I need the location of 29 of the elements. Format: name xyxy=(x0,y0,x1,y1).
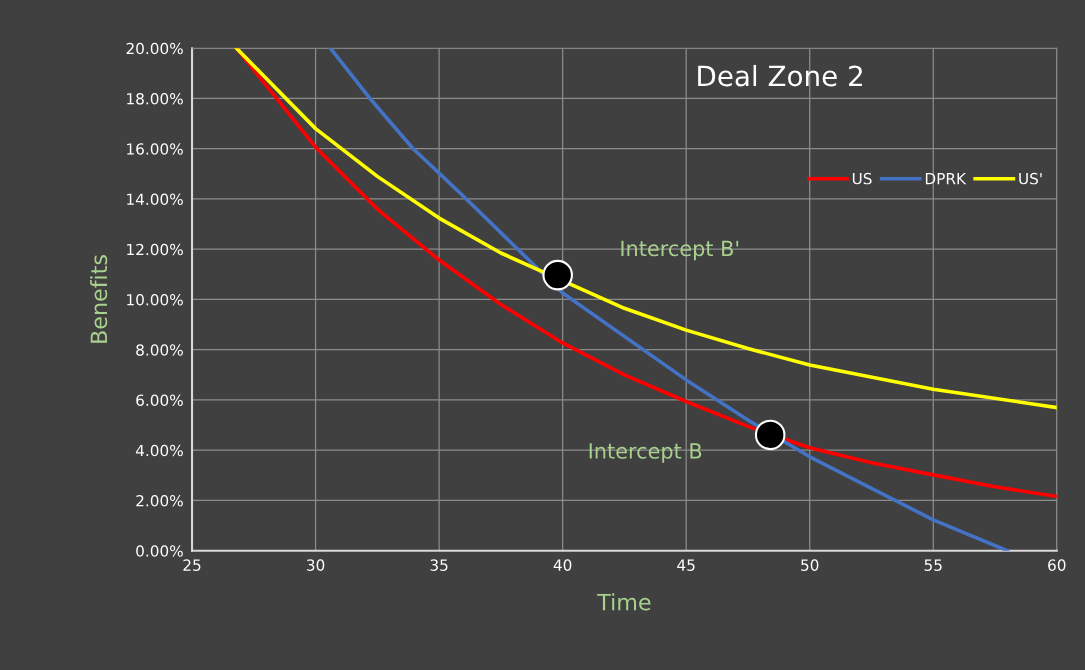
x-tick-label: 50 xyxy=(801,559,819,571)
y-tick-label: 14.00% xyxy=(127,193,183,206)
y-tick-label: 8.00% xyxy=(136,344,183,356)
y-axis-title: Benefits xyxy=(90,255,108,343)
y-tick-label: 0.00% xyxy=(136,545,183,557)
y-tick-label: 6.00% xyxy=(136,394,183,407)
x-tick-label: 55 xyxy=(924,559,942,571)
y-tick-label: 12.00% xyxy=(127,243,183,256)
legend-label: DPRK xyxy=(925,173,967,185)
x-tick-label: 30 xyxy=(307,559,325,571)
annotation: Intercept B' xyxy=(621,240,739,261)
y-tick-label: 20.00% xyxy=(126,42,183,55)
y-tick-label: 4.00% xyxy=(135,444,183,457)
y-tick-label: 16.00% xyxy=(127,143,183,155)
legend-label: US xyxy=(852,172,872,185)
line-series xyxy=(234,48,1057,410)
y-tick-label: 2.00% xyxy=(136,494,183,507)
x-tick-label: 35 xyxy=(430,559,448,571)
line-series xyxy=(328,48,1010,551)
legend-label: US' xyxy=(1019,172,1042,185)
y-tick-label: 10.00% xyxy=(127,293,183,306)
x-tick-label: 25 xyxy=(183,559,201,571)
chart-title: Deal Zone 2 xyxy=(698,64,862,87)
x-axis-title: Time xyxy=(597,593,651,611)
x-tick-label: 40 xyxy=(553,559,572,571)
x-tick-label: 60 xyxy=(1048,559,1066,571)
x-tick-label: 45 xyxy=(677,559,695,571)
y-tick-label: 18.00% xyxy=(127,92,183,105)
annotation: Intercept B xyxy=(589,443,702,463)
